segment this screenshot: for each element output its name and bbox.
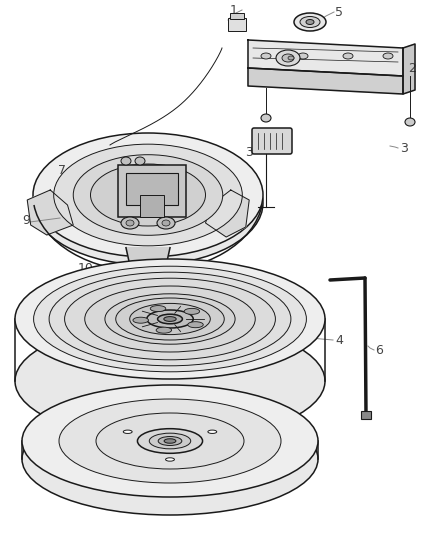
Polygon shape <box>248 68 403 94</box>
Bar <box>228 18 246 31</box>
Polygon shape <box>126 248 170 275</box>
Ellipse shape <box>123 430 132 433</box>
Text: 2: 2 <box>408 61 416 75</box>
Text: 3: 3 <box>245 146 253 158</box>
Polygon shape <box>27 190 73 235</box>
Ellipse shape <box>294 13 326 31</box>
Ellipse shape <box>156 327 172 333</box>
Polygon shape <box>205 190 249 237</box>
Ellipse shape <box>105 294 235 344</box>
Text: 3: 3 <box>400 141 408 155</box>
Polygon shape <box>403 44 415 94</box>
Ellipse shape <box>162 220 170 226</box>
Ellipse shape <box>166 458 174 461</box>
Ellipse shape <box>282 54 294 62</box>
Text: 10: 10 <box>78 262 94 274</box>
Ellipse shape <box>73 155 223 235</box>
Ellipse shape <box>208 430 217 433</box>
Text: 4: 4 <box>335 334 343 346</box>
Ellipse shape <box>133 317 148 323</box>
Bar <box>126 173 178 205</box>
Ellipse shape <box>59 399 281 483</box>
Ellipse shape <box>147 310 193 328</box>
Polygon shape <box>248 40 403 76</box>
Ellipse shape <box>91 164 205 226</box>
Ellipse shape <box>126 220 134 226</box>
Text: 9: 9 <box>22 214 30 227</box>
Ellipse shape <box>121 157 131 165</box>
Ellipse shape <box>33 133 263 257</box>
Ellipse shape <box>121 217 139 229</box>
Ellipse shape <box>15 259 325 379</box>
Ellipse shape <box>130 303 210 335</box>
Ellipse shape <box>135 157 145 165</box>
Text: 6: 6 <box>375 343 383 357</box>
Ellipse shape <box>64 278 276 360</box>
Text: 1: 1 <box>230 4 238 17</box>
Bar <box>140 195 164 217</box>
Ellipse shape <box>54 144 242 246</box>
Ellipse shape <box>184 309 200 314</box>
Text: 5: 5 <box>335 5 343 19</box>
Bar <box>230 13 244 19</box>
Ellipse shape <box>288 56 294 60</box>
Ellipse shape <box>15 321 325 441</box>
Ellipse shape <box>343 53 353 59</box>
Ellipse shape <box>261 53 271 59</box>
Ellipse shape <box>405 118 415 126</box>
Ellipse shape <box>164 317 176 321</box>
Ellipse shape <box>150 305 166 312</box>
Ellipse shape <box>34 266 307 372</box>
Ellipse shape <box>116 298 224 340</box>
Ellipse shape <box>188 322 203 328</box>
Ellipse shape <box>300 17 320 28</box>
Ellipse shape <box>276 50 300 66</box>
Ellipse shape <box>49 272 291 366</box>
Ellipse shape <box>298 53 308 59</box>
Text: 7: 7 <box>58 164 66 176</box>
Text: 11: 11 <box>55 411 71 424</box>
Ellipse shape <box>149 433 191 449</box>
Ellipse shape <box>164 439 176 443</box>
Ellipse shape <box>157 217 175 229</box>
Ellipse shape <box>158 437 182 446</box>
FancyBboxPatch shape <box>252 128 292 154</box>
Ellipse shape <box>306 20 314 25</box>
Ellipse shape <box>85 286 255 352</box>
Bar <box>118 165 186 217</box>
Ellipse shape <box>22 385 318 497</box>
Ellipse shape <box>261 114 271 122</box>
Ellipse shape <box>33 141 263 265</box>
Ellipse shape <box>22 403 318 515</box>
Bar <box>361 411 371 419</box>
Ellipse shape <box>383 53 393 59</box>
Ellipse shape <box>96 413 244 469</box>
Ellipse shape <box>158 314 182 324</box>
Ellipse shape <box>138 429 202 454</box>
